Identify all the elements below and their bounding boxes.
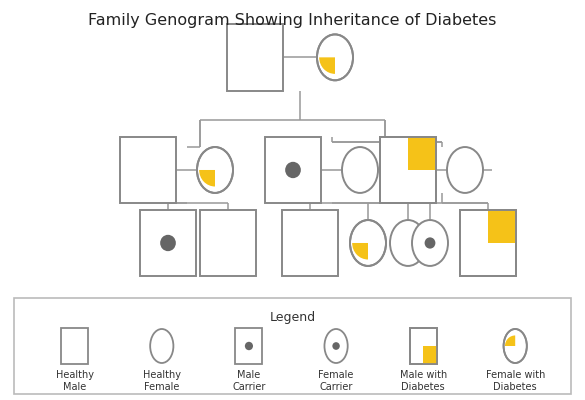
Circle shape [160,235,176,251]
Wedge shape [352,243,368,260]
Text: Healthy
Male: Healthy Male [56,370,94,392]
Bar [460,210,516,276]
Bar [200,210,256,276]
Bar [410,328,437,364]
Text: Family Genogram Showing Inheritance of Diabetes: Family Genogram Showing Inheritance of D… [88,12,496,28]
Bar [410,328,437,364]
Ellipse shape [350,220,386,266]
Bar [423,346,437,364]
Circle shape [285,162,301,178]
Bar [460,210,516,276]
Ellipse shape [197,147,233,193]
Bar [380,137,436,203]
Ellipse shape [412,220,448,266]
Bar [120,137,176,203]
Bar [227,24,283,91]
Circle shape [332,342,340,350]
Bar [235,328,263,364]
Wedge shape [505,336,515,346]
Text: Male with
Diabetes: Male with Diabetes [400,370,447,392]
Ellipse shape [317,34,353,80]
Wedge shape [319,57,335,74]
Bar [408,137,436,170]
Text: Female
Carrier: Female Carrier [318,370,354,392]
Circle shape [245,342,253,350]
Ellipse shape [390,220,426,266]
Bar [488,210,516,243]
Bar [140,210,196,276]
Text: Female with
Diabetes: Female with Diabetes [486,370,545,392]
Text: Male
Carrier: Male Carrier [232,370,266,392]
Ellipse shape [447,147,483,193]
Ellipse shape [150,329,173,363]
Bar [61,328,88,364]
Wedge shape [199,170,215,186]
Text: Legend: Legend [270,311,315,324]
Circle shape [425,237,435,249]
Bar [380,137,436,203]
Bar [282,210,338,276]
Bar [265,137,321,203]
Text: Healthy
Female: Healthy Female [143,370,181,392]
Ellipse shape [325,329,347,363]
Ellipse shape [504,329,527,363]
Ellipse shape [342,147,378,193]
